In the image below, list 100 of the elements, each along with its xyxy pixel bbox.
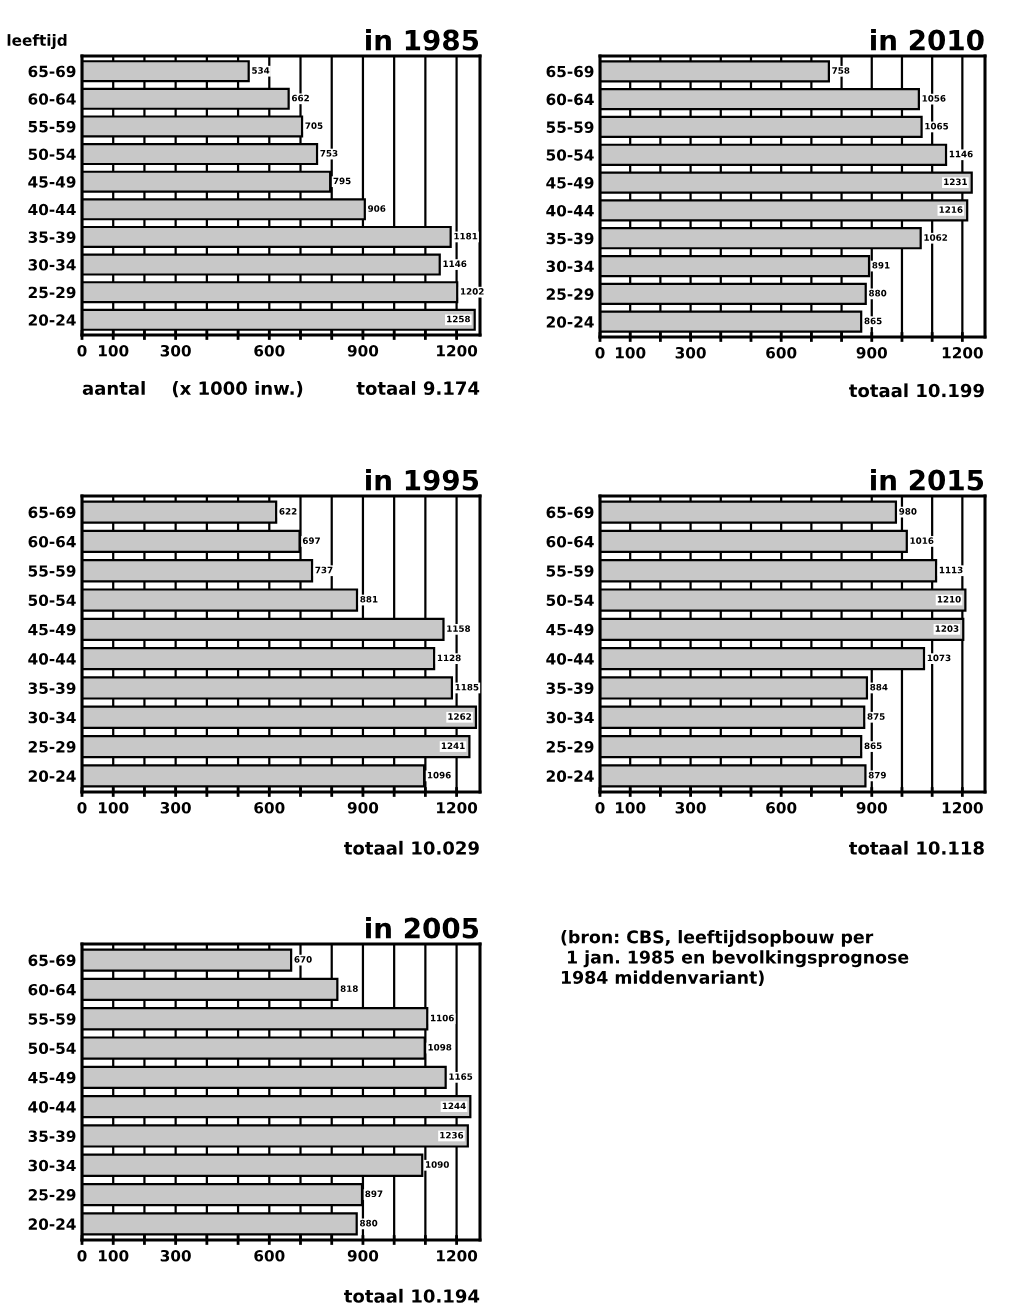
x-tick-label: 600 bbox=[254, 344, 285, 357]
y-tick-label: 30-34 bbox=[546, 711, 594, 724]
y-tick-label: 55-59 bbox=[546, 565, 594, 577]
data-label: 1065 bbox=[925, 122, 949, 130]
y-tick-label: 40-44 bbox=[546, 204, 594, 217]
x-tick-label: 600 bbox=[254, 801, 285, 814]
data-label: 1073 bbox=[927, 654, 951, 662]
x-tick-label: 100 bbox=[98, 1249, 129, 1262]
data-label: 1210 bbox=[937, 595, 961, 603]
y-tick-label: 40-44 bbox=[28, 203, 76, 216]
chart-title: in 2005 bbox=[366, 917, 479, 939]
x-tick-label: 100 bbox=[98, 344, 129, 357]
data-label: 1113 bbox=[939, 566, 963, 574]
x-tick-label: 600 bbox=[766, 801, 797, 814]
chart-title: in 2015 bbox=[871, 469, 984, 491]
y-tick-label: 20-24 bbox=[28, 770, 76, 782]
chart-title: in 2010 bbox=[871, 29, 984, 51]
y-tick-label: 50-54 bbox=[28, 1042, 76, 1055]
data-label: 1128 bbox=[437, 654, 461, 662]
data-label: 906 bbox=[368, 205, 386, 212]
x-axis-title: aantal (x 1000 inw.) bbox=[82, 381, 303, 398]
y-tick-label: 60-64 bbox=[28, 983, 76, 996]
data-label: 897 bbox=[365, 1190, 383, 1198]
text: totaal 10.194 bbox=[344, 1288, 480, 1303]
data-label: 1016 bbox=[910, 537, 934, 544]
text: (bron: CBS, leeftijdsopbouw per 1 jan. 1985 en bevolkingsprognose 1984 middenvariant) bbox=[561, 930, 909, 986]
data-label: 1202 bbox=[460, 288, 484, 295]
data-label: 1090 bbox=[426, 1161, 449, 1168]
y-tick-label: 50-54 bbox=[28, 594, 76, 607]
x-tick-label: 0 bbox=[595, 801, 605, 814]
y-tick-label: 25-29 bbox=[546, 741, 594, 753]
y-tick-label: 60-64 bbox=[546, 93, 594, 106]
data-label: 1098 bbox=[428, 1043, 452, 1051]
y-tick-label: 60-64 bbox=[28, 535, 76, 548]
data-label: 705 bbox=[305, 122, 323, 129]
y-axis-title: leeftijd bbox=[7, 34, 67, 50]
y-tick-label: 55-59 bbox=[28, 565, 76, 577]
y-tick-label: 45-49 bbox=[28, 176, 76, 188]
y-tick-label: 20-24 bbox=[28, 1218, 76, 1230]
data-label: 670 bbox=[294, 956, 312, 963]
data-label: 1106 bbox=[431, 1014, 454, 1022]
data-label: 880 bbox=[869, 289, 887, 297]
y-tick-label: 25-29 bbox=[28, 1189, 76, 1201]
y-tick-label: 50-54 bbox=[546, 594, 594, 607]
x-tick-label: 300 bbox=[160, 1249, 191, 1262]
data-label: 879 bbox=[868, 771, 886, 779]
y-tick-label: 45-49 bbox=[546, 177, 594, 189]
data-label: 737 bbox=[315, 566, 333, 574]
y-tick-label: 55-59 bbox=[546, 121, 594, 133]
y-tick-label: 20-24 bbox=[546, 770, 594, 782]
text: totaal 10.199 bbox=[849, 383, 984, 398]
data-label: 1181 bbox=[454, 232, 478, 240]
x-tick-label: 900 bbox=[856, 346, 887, 359]
data-label: 891 bbox=[872, 261, 890, 269]
y-tick-label: 25-29 bbox=[28, 741, 76, 753]
data-label: 1096 bbox=[427, 771, 451, 779]
y-tick-label: 30-34 bbox=[28, 1159, 76, 1172]
data-label: 1244 bbox=[442, 1102, 466, 1110]
data-label: 1062 bbox=[924, 234, 948, 241]
x-tick-label: 0 bbox=[77, 344, 87, 357]
y-tick-label: 35-39 bbox=[28, 231, 76, 243]
data-label: 1262 bbox=[448, 713, 472, 720]
y-tick-label: 25-29 bbox=[28, 286, 76, 299]
x-tick-label: 100 bbox=[615, 801, 646, 814]
y-tick-label: 45-49 bbox=[28, 623, 76, 636]
data-label: 1185 bbox=[455, 683, 479, 691]
data-label: 1241 bbox=[441, 742, 465, 749]
y-tick-label: 45-49 bbox=[546, 623, 594, 636]
y-tick-label: 40-44 bbox=[28, 1101, 76, 1113]
x-tick-label: 300 bbox=[160, 801, 191, 814]
y-tick-label: 65-69 bbox=[28, 506, 76, 519]
x-tick-label: 1200 bbox=[942, 346, 983, 359]
y-tick-label: 50-54 bbox=[28, 148, 76, 161]
x-tick-label: 1200 bbox=[437, 1249, 478, 1262]
x-tick-label: 1200 bbox=[437, 344, 478, 357]
y-tick-label: 40-44 bbox=[28, 653, 76, 665]
chart-title: in 1985 bbox=[366, 29, 479, 51]
data-label: 662 bbox=[291, 94, 309, 102]
data-label: 534 bbox=[252, 67, 270, 74]
x-tick-label: 900 bbox=[347, 801, 379, 814]
y-tick-label: 55-59 bbox=[28, 120, 76, 133]
x-tick-label: 0 bbox=[77, 1249, 87, 1262]
data-label: 1216 bbox=[939, 206, 963, 213]
x-tick-label: 300 bbox=[160, 344, 191, 357]
text: totaal 9.174 bbox=[356, 381, 480, 396]
data-label: 880 bbox=[360, 1219, 378, 1227]
data-label: 1236 bbox=[440, 1131, 464, 1139]
x-tick-label: 100 bbox=[615, 346, 646, 359]
x-tick-label: 600 bbox=[766, 346, 797, 359]
y-tick-label: 35-39 bbox=[546, 682, 594, 694]
x-tick-label: 900 bbox=[856, 801, 887, 814]
text: totaal 10.029 bbox=[344, 840, 479, 855]
data-label: 1158 bbox=[447, 625, 471, 632]
y-tick-label: 30-34 bbox=[28, 259, 76, 271]
y-tick-label: 40-44 bbox=[546, 653, 594, 665]
x-tick-label: 300 bbox=[675, 801, 706, 814]
y-tick-label: 20-24 bbox=[546, 316, 594, 328]
text: totaal 10.118 bbox=[849, 840, 984, 855]
x-tick-label: 0 bbox=[77, 801, 87, 814]
y-tick-label: 60-64 bbox=[28, 93, 76, 105]
